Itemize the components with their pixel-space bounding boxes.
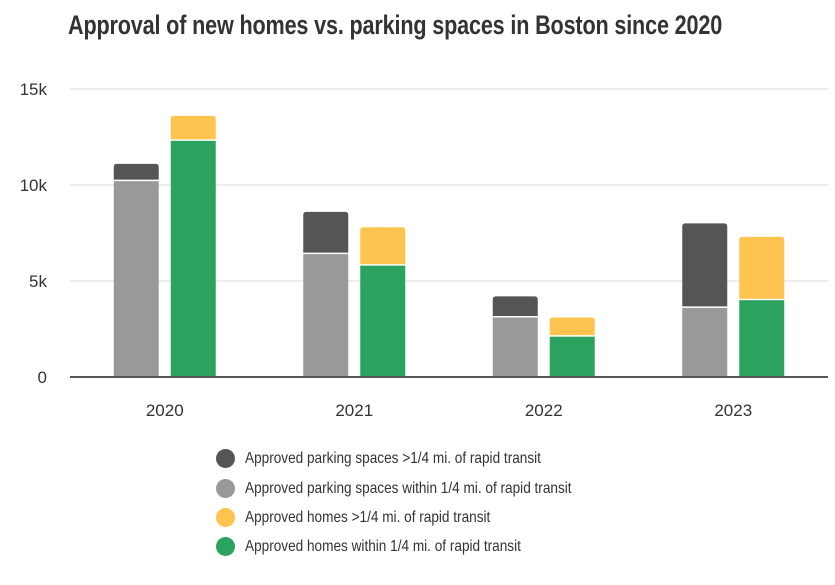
legend-swatch bbox=[216, 508, 235, 527]
bar-segment bbox=[682, 223, 728, 307]
bar-segment bbox=[360, 227, 406, 265]
bar-segment bbox=[739, 236, 785, 299]
y-tick-label: 10k bbox=[20, 176, 48, 195]
legend-label: Approved parking spaces within 1/4 mi. o… bbox=[245, 479, 572, 497]
bar-chart: 0 5k 10k 15k 2020 2021 2022 2023 bbox=[20, 80, 828, 420]
bar-segment bbox=[549, 317, 595, 336]
legend-item: Approved homes >1/4 mi. of rapid transit bbox=[216, 508, 534, 527]
chart-title: Approval of new homes vs. parking spaces… bbox=[68, 10, 723, 40]
y-tick-label: 5k bbox=[29, 272, 47, 291]
legend-item: Approved parking spaces within 1/4 mi. o… bbox=[216, 479, 629, 498]
x-tick-label: 2020 bbox=[146, 401, 184, 420]
x-tick-label: 2023 bbox=[714, 401, 752, 420]
legend-item: Approved parking spaces >1/4 mi. of rapi… bbox=[216, 449, 593, 468]
x-tick-label: 2021 bbox=[335, 401, 373, 420]
bar-segment bbox=[492, 296, 538, 316]
bar-segment bbox=[492, 317, 538, 377]
bar-segment bbox=[303, 211, 349, 253]
bar-segment bbox=[360, 265, 406, 377]
legend-label: Approved homes >1/4 mi. of rapid transit bbox=[245, 508, 491, 526]
bar-segment bbox=[682, 307, 728, 377]
bar-segment bbox=[113, 181, 159, 377]
bar-segment bbox=[549, 336, 595, 377]
legend-swatch bbox=[216, 537, 235, 556]
bar-segment bbox=[113, 163, 159, 180]
x-tick-label: 2022 bbox=[525, 401, 563, 420]
legend-item: Approved homes within 1/4 mi. of rapid t… bbox=[216, 537, 570, 556]
bar-segment bbox=[170, 140, 216, 377]
legend-label: Approved parking spaces >1/4 mi. of rapi… bbox=[245, 449, 541, 467]
legend-label: Approved homes within 1/4 mi. of rapid t… bbox=[245, 537, 521, 555]
legend-swatch bbox=[216, 449, 235, 468]
y-tick-label: 15k bbox=[20, 80, 48, 99]
bar-segment bbox=[303, 254, 349, 377]
bar-segment bbox=[739, 300, 785, 377]
y-tick-label: 0 bbox=[38, 368, 47, 387]
legend-swatch bbox=[216, 479, 235, 498]
bar-segment bbox=[170, 115, 216, 140]
